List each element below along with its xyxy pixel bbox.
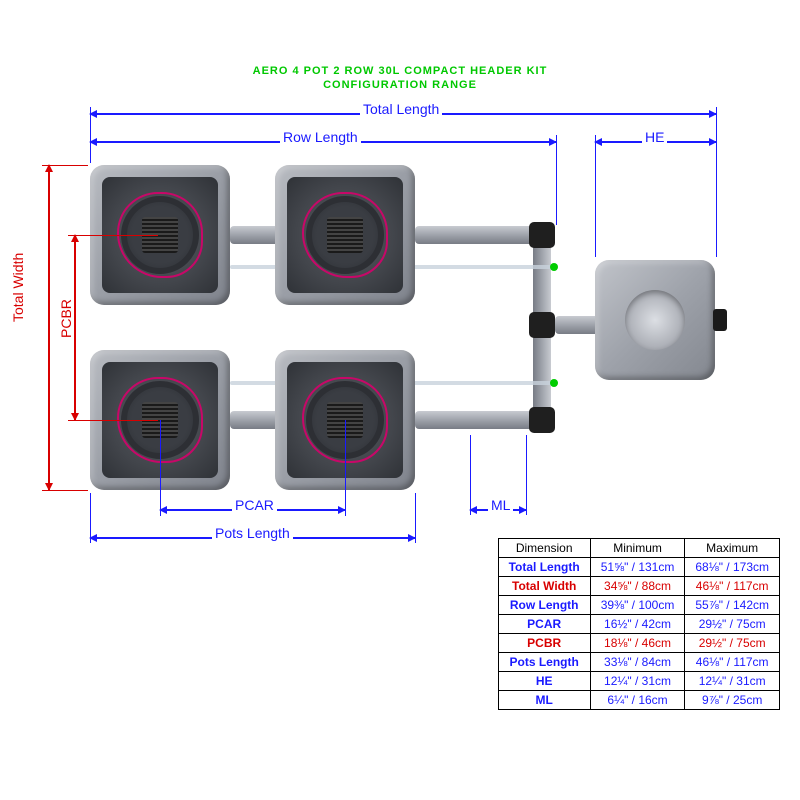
cell-max: 46⅛" / 117cm (685, 577, 780, 596)
ext-line (556, 135, 557, 225)
ext-line (90, 493, 91, 543)
cell-min: 12¼" / 31cm (590, 672, 685, 691)
cell-name: Total Width (498, 577, 590, 596)
col-min: Minimum (590, 539, 685, 558)
cell-min: 39⅜" / 100cm (590, 596, 685, 615)
diagram-title: AERO 4 POT 2 ROW 30L COMPACT HEADER KIT … (0, 64, 800, 93)
cell-min: 34⅝" / 88cm (590, 577, 685, 596)
cell-name: PCAR (498, 615, 590, 634)
cell-max: 9⅞" / 25cm (685, 691, 780, 710)
air-valve-2 (550, 379, 558, 387)
cell-min: 16½" / 42cm (590, 615, 685, 634)
label-ml: ML (488, 497, 513, 513)
ext-line (415, 493, 416, 543)
air-valve-1 (550, 263, 558, 271)
cell-max: 29½" / 75cm (685, 615, 780, 634)
cell-min: 51⅝" / 131cm (590, 558, 685, 577)
col-dimension: Dimension (498, 539, 590, 558)
cell-min: 6¼" / 16cm (590, 691, 685, 710)
pipe-row2 (230, 411, 280, 429)
ext-line (42, 490, 88, 491)
label-total-width: Total Width (10, 250, 26, 325)
ext-line (90, 107, 91, 163)
cell-min: 33⅛" / 84cm (590, 653, 685, 672)
pot-2 (275, 165, 415, 305)
cell-name: Row Length (498, 596, 590, 615)
tee-top (529, 222, 555, 248)
cell-max: 12¼" / 31cm (685, 672, 780, 691)
title-line1: AERO 4 POT 2 ROW 30L COMPACT HEADER KIT (253, 65, 548, 77)
table-row: Row Length39⅜" / 100cm55⅞" / 142cm (498, 596, 779, 615)
cell-name: Total Length (498, 558, 590, 577)
label-pots-length: Pots Length (212, 525, 293, 541)
pipe-to-header (555, 316, 600, 334)
cell-name: Pots Length (498, 653, 590, 672)
header-unit (595, 260, 715, 380)
cell-max: 55⅞" / 142cm (685, 596, 780, 615)
label-pcbr: PCBR (58, 296, 74, 341)
tee-mid (529, 312, 555, 338)
label-he: HE (642, 129, 667, 145)
cell-max: 29½" / 75cm (685, 634, 780, 653)
title-line2: CONFIGURATION RANGE (323, 79, 477, 91)
label-row-length: Row Length (280, 129, 361, 145)
ext-line (68, 420, 158, 421)
table-row: PCBR18⅛" / 46cm29½" / 75cm (498, 634, 779, 653)
pot-mesh (327, 217, 363, 253)
pump-icon (625, 290, 685, 350)
ext-line (42, 165, 88, 166)
pipe-row1 (230, 226, 280, 244)
ext-line (595, 135, 596, 257)
table-row: ML6¼" / 16cm9⅞" / 25cm (498, 691, 779, 710)
cell-min: 18⅛" / 46cm (590, 634, 685, 653)
cell-max: 68⅛" / 173cm (685, 558, 780, 577)
ext-line (160, 420, 161, 516)
label-pcar: PCAR (232, 497, 277, 513)
table-row: Total Length51⅝" / 131cm68⅛" / 173cm (498, 558, 779, 577)
table-row: Total Width34⅝" / 88cm46⅛" / 117cm (498, 577, 779, 596)
tee-bottom (529, 407, 555, 433)
pipe-r2-out (415, 411, 540, 429)
cell-name: PCBR (498, 634, 590, 653)
ext-line (68, 235, 158, 236)
cell-max: 46⅛" / 117cm (685, 653, 780, 672)
ext-line (345, 420, 346, 516)
col-max: Maximum (685, 539, 780, 558)
power-plug-icon (713, 309, 727, 331)
cell-name: HE (498, 672, 590, 691)
table-row: Pots Length33⅛" / 84cm46⅛" / 117cm (498, 653, 779, 672)
dim-pcbr (74, 235, 76, 420)
label-total-length: Total Length (360, 101, 442, 117)
diagram-canvas: Total Length Row Length HE Total Width P… (40, 105, 760, 485)
ext-line (716, 107, 717, 257)
dimension-table: Dimension Minimum Maximum Total Length51… (498, 538, 780, 710)
cell-name: ML (498, 691, 590, 710)
table-row: HE12¼" / 31cm12¼" / 31cm (498, 672, 779, 691)
pipe-r1-out (415, 226, 540, 244)
ext-line (526, 435, 527, 515)
table-row: PCAR16½" / 42cm29½" / 75cm (498, 615, 779, 634)
dim-total-width (48, 165, 50, 490)
ext-line (470, 435, 471, 515)
table-header-row: Dimension Minimum Maximum (498, 539, 779, 558)
